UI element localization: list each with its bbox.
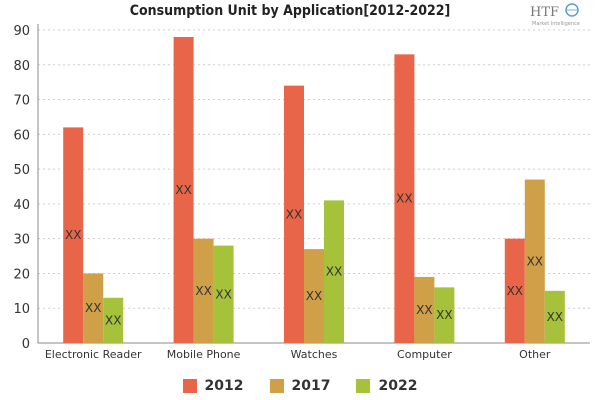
y-tick-label: 80 (13, 59, 30, 74)
bars (63, 36, 565, 344)
x-tick-label: Computer (397, 348, 452, 361)
bar (394, 54, 415, 343)
data-label: XX (175, 183, 191, 197)
y-tick-label: 50 (13, 163, 30, 178)
bar (434, 287, 455, 343)
data-label: XX (527, 254, 543, 268)
y-tick-label: 20 (13, 267, 30, 282)
data-label: XX (65, 228, 81, 242)
logo-subtext: Market Intelligence (532, 21, 580, 27)
bar (193, 238, 214, 343)
y-tick-label: 0 (22, 337, 30, 352)
data-label: XX (326, 265, 342, 279)
data-label: XX (436, 308, 452, 322)
legend-item: 2022 (356, 378, 417, 394)
data-label: XX (215, 287, 231, 301)
legend-item: 2012 (182, 378, 244, 394)
legend: 2012 2017 2022 (0, 378, 600, 394)
data-label: XX (547, 310, 563, 324)
data-label: XX (416, 303, 432, 317)
data-label: XX (306, 289, 322, 303)
bar (284, 85, 304, 344)
legend-swatch (269, 379, 284, 393)
y-tick-label: 90 (13, 24, 30, 39)
data-label: XX (105, 313, 121, 327)
data-label: XX (195, 284, 211, 298)
bar (213, 245, 234, 343)
bar (63, 127, 84, 343)
y-tick-label: 60 (13, 128, 30, 143)
legend-item: 2017 (269, 378, 331, 394)
y-tick-label: 10 (13, 302, 30, 317)
bar (83, 273, 104, 343)
bar (414, 276, 435, 343)
legend-label: 2017 (291, 378, 331, 394)
bar (544, 290, 565, 343)
bar (304, 249, 324, 343)
gridlines (38, 29, 590, 309)
data-label: XX (507, 284, 523, 298)
y-tick-label: 40 (13, 198, 30, 213)
data-labels: XX XX XX XX XX XX XX XX XX XX XX XX XX XX XX (65, 183, 563, 327)
y-tick-label: 30 (13, 233, 30, 248)
legend-swatch (182, 379, 197, 393)
bar (173, 36, 194, 343)
x-tick-label: Watches (291, 348, 338, 361)
y-tick-label: 70 (13, 94, 30, 109)
bar (324, 200, 344, 343)
bar (524, 179, 545, 343)
bar-chart: 0 10 20 30 40 50 60 70 80 90 Electronic Reader Mobi… (13, 24, 590, 361)
x-tick-label: Other (519, 348, 551, 361)
chart-title: Consumption Unit by Application[2012-202… (129, 3, 451, 19)
x-tick-label: Mobile Phone (167, 348, 241, 361)
data-label: XX (396, 192, 412, 206)
bar (103, 297, 124, 343)
legend-label: 2022 (378, 378, 418, 394)
legend-swatch (356, 379, 371, 393)
logo-text: HTF (530, 5, 559, 20)
data-label: XX (286, 207, 302, 221)
bar (504, 238, 525, 343)
axes: 0 10 20 30 40 50 60 70 80 90 Electronic Reader Mobi… (13, 24, 590, 361)
legend-label: 2012 (204, 378, 244, 394)
x-tick-label: Electronic Reader (45, 348, 142, 361)
htf-logo: HTF Market Intelligence (530, 3, 580, 27)
data-label: XX (85, 301, 101, 315)
